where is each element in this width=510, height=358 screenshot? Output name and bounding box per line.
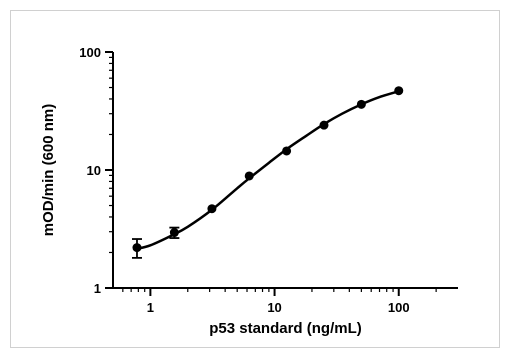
data-point [132, 243, 142, 253]
y-tick-label: 100 [79, 45, 101, 60]
data-point [169, 228, 179, 238]
fit-curve [136, 90, 400, 250]
x-tick-label: 100 [388, 300, 410, 315]
data-marks [131, 86, 404, 259]
x-axis-title: p53 standard (ng/mL) [209, 320, 362, 337]
y-axis-title: mOD/min (600 nm) [40, 104, 57, 237]
data-point [244, 171, 254, 181]
y-tick-label: 10 [87, 163, 101, 178]
chart-frame: 1 10 100 1 10 100 p53 standard (ng/mL) mOD/mi… [10, 10, 500, 348]
axes: 1 10 100 1 10 100 [79, 45, 458, 315]
data-point [356, 99, 366, 109]
x-tick-label: 10 [267, 300, 281, 315]
data-point [394, 86, 404, 96]
data-point [207, 204, 217, 214]
y-tick-label: 1 [94, 281, 101, 296]
data-point [282, 146, 292, 156]
x-tick-label: 1 [147, 300, 154, 315]
data-point [319, 120, 329, 130]
chart: 1 10 100 1 10 100 p53 standard (ng/mL) mOD/mi… [40, 45, 458, 337]
